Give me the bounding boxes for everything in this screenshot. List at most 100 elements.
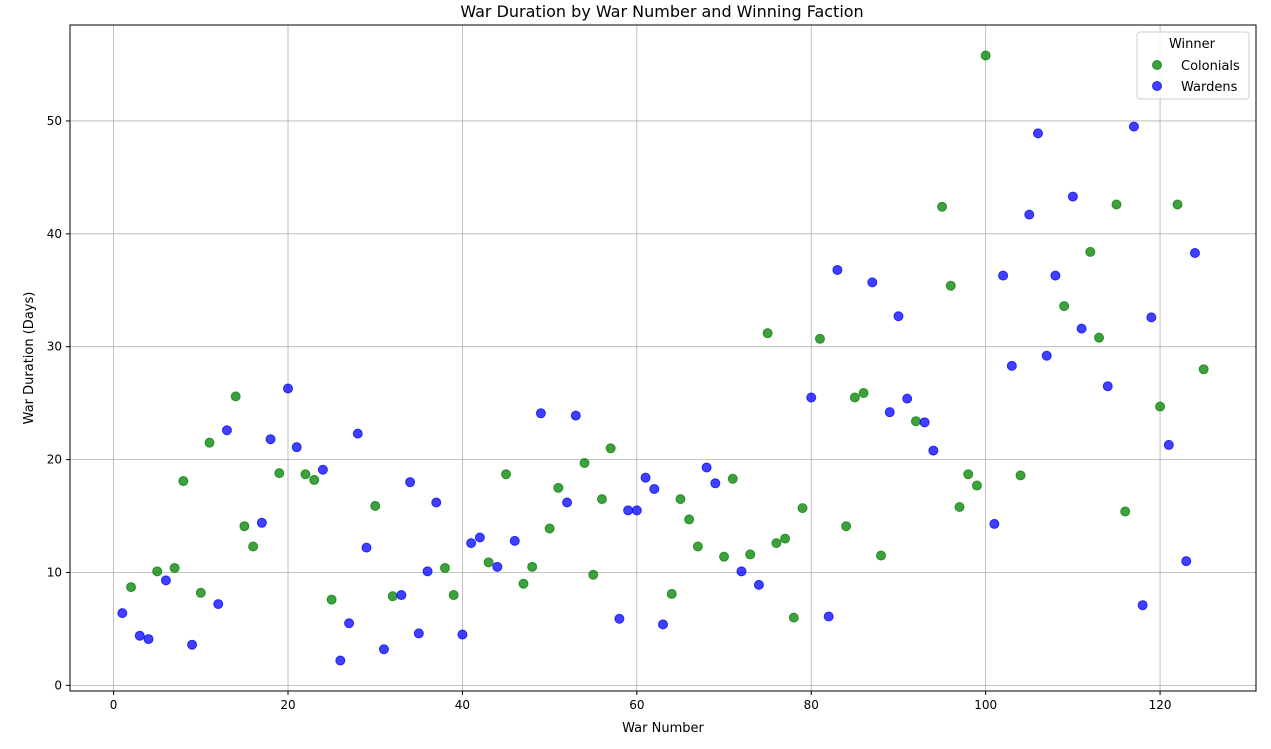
legend-label-colonials: Colonials [1181,59,1240,74]
axis-ticks: 0 20 40 60 80 100 120 0 10 20 30 40 50 [47,114,1172,712]
x-tick-label: 80 [804,698,819,712]
colonials-point [239,521,250,532]
y-tick-label: 10 [47,565,62,579]
legend-marker-wardens [1152,81,1162,91]
wardens-point [1189,248,1200,259]
y-tick-label: 30 [47,340,62,354]
wardens-point [701,462,712,473]
wardens-point [187,639,198,650]
y-tick-label: 20 [47,453,62,467]
wardens-point [902,393,913,404]
x-tick-label: 60 [629,698,644,712]
colonials-point [666,588,677,599]
wardens-point [806,392,817,403]
chart-title: War Duration by War Number and Winning F… [460,2,863,21]
colonials-point [971,480,982,491]
wardens-point [884,407,895,418]
wardens-point [492,561,503,572]
wardens-point [291,442,302,453]
wardens-point [405,477,416,488]
wardens-point [221,425,232,436]
colonials-point [274,468,285,479]
wardens-point [474,532,485,543]
colonials-point [178,476,189,487]
colonials-point [841,521,852,532]
colonials-point [719,551,730,562]
wardens-point [1050,270,1061,281]
wardens-point [736,566,747,577]
wardens-point [344,618,355,629]
series-wardens [117,121,1200,666]
wardens-point [658,619,668,630]
colonials-point [370,500,381,511]
wardens-point [378,644,389,655]
wardens-point [317,464,328,475]
colonials-point [692,541,703,552]
wardens-point [649,483,660,494]
colonials-point [910,416,921,427]
colonials-point [771,538,782,549]
wardens-point [1146,312,1157,323]
wardens-point [160,575,171,586]
wardens-point [928,445,939,456]
x-tick-label: 20 [280,698,295,712]
colonials-point [937,201,948,212]
y-tick-label: 40 [47,227,62,241]
wardens-point [989,518,1000,529]
colonials-point [544,523,555,534]
colonials-point [527,561,538,572]
colonials-point [963,469,974,480]
wardens-point [998,270,1009,281]
colonials-point [448,590,459,601]
colonials-point [849,392,860,403]
colonials-point [1094,332,1105,343]
wardens-point [1163,439,1174,450]
wardens-point [1006,360,1017,371]
wardens-point [919,417,930,428]
colonials-point [797,503,808,514]
wardens-point [1024,209,1035,220]
colonials-point [1085,246,1096,257]
colonials-point [588,569,599,580]
wardens-point [134,630,145,641]
wardens-point [1032,128,1043,139]
wardens-point [265,434,276,445]
wardens-point [352,428,363,439]
wardens-point [256,517,267,528]
wardens-point [753,579,764,590]
x-tick-label: 0 [110,698,118,712]
wardens-point [614,613,625,624]
x-axis-label: War Number [622,721,704,736]
wardens-point [1067,191,1078,202]
colonials-point [762,328,773,339]
wardens-point [283,383,294,394]
colonials-point [152,566,163,577]
y-tick-label: 50 [47,114,62,128]
legend-title: Winner [1169,37,1216,52]
wardens-point [466,538,477,549]
wardens-point [623,505,634,516]
wardens-point [431,497,442,508]
wardens-point [823,611,834,622]
colonials-point [876,550,887,561]
wardens-point [1076,323,1087,334]
wardens-point [143,634,154,645]
wardens-point [509,535,520,546]
colonials-point [1155,401,1166,412]
colonials-point [300,469,311,480]
colonials-point [1015,470,1026,481]
wardens-point [832,264,843,275]
wardens-point [413,628,424,639]
colonials-point [579,457,590,468]
colonials-point [169,562,180,573]
wardens-point [335,655,346,666]
wardens-point [422,566,433,577]
colonials-point [248,541,259,552]
colonials-point [858,387,869,398]
colonials-point [1198,364,1209,375]
wardens-point [631,505,642,516]
colonials-point [501,469,512,480]
plot-area-frame [69,24,1257,692]
data-points [117,50,1209,666]
legend-label-wardens: Wardens [1181,80,1238,95]
